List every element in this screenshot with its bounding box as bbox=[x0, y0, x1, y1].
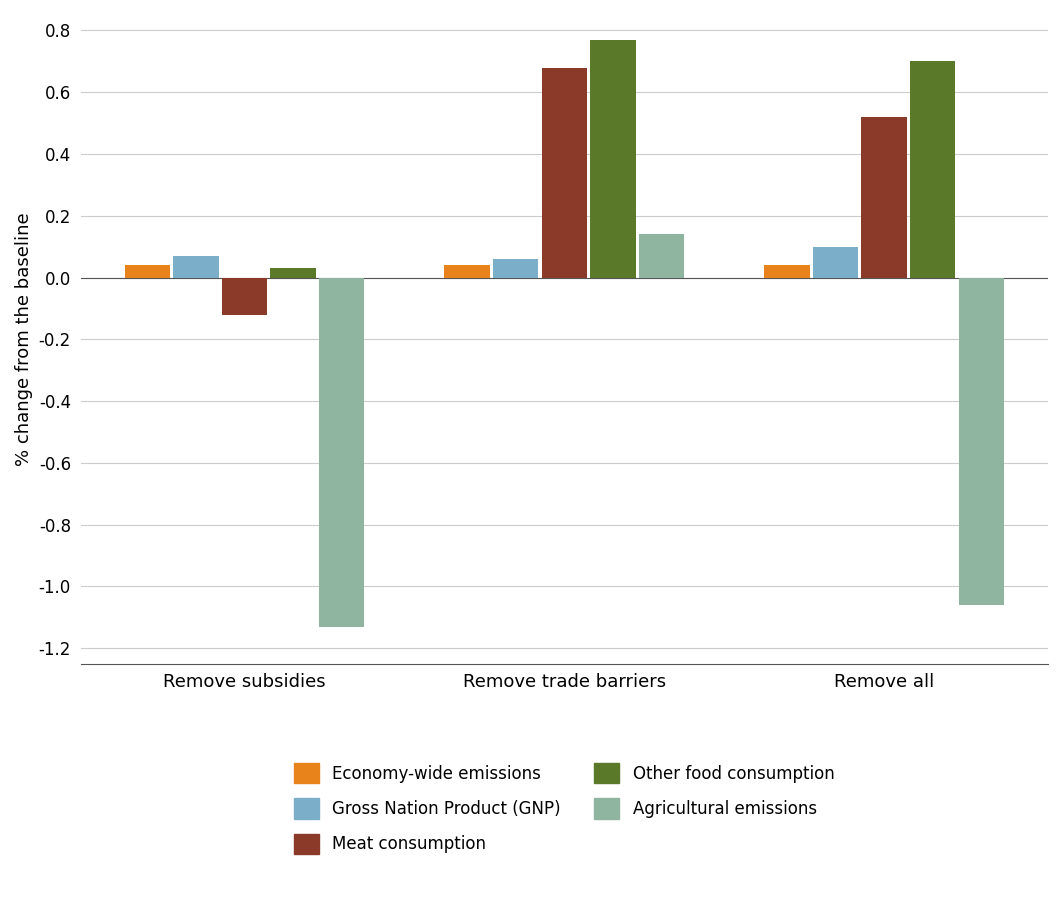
Bar bbox=[444, 265, 490, 277]
Bar bbox=[764, 265, 810, 277]
Bar bbox=[222, 277, 267, 315]
Bar bbox=[173, 256, 219, 277]
Bar bbox=[639, 235, 685, 277]
Legend: Economy-wide emissions, Gross Nation Product (GNP), Meat consumption, Other food: Economy-wide emissions, Gross Nation Pro… bbox=[287, 756, 841, 861]
Bar bbox=[542, 67, 587, 277]
Bar bbox=[813, 246, 858, 277]
Y-axis label: % change from the baseline: % change from the baseline bbox=[15, 213, 33, 466]
Bar bbox=[590, 40, 636, 277]
Bar bbox=[124, 265, 170, 277]
Bar bbox=[493, 259, 539, 277]
Bar bbox=[959, 277, 1005, 604]
Bar bbox=[319, 277, 365, 626]
Bar bbox=[270, 268, 316, 277]
Bar bbox=[861, 117, 907, 277]
Bar bbox=[910, 61, 956, 277]
